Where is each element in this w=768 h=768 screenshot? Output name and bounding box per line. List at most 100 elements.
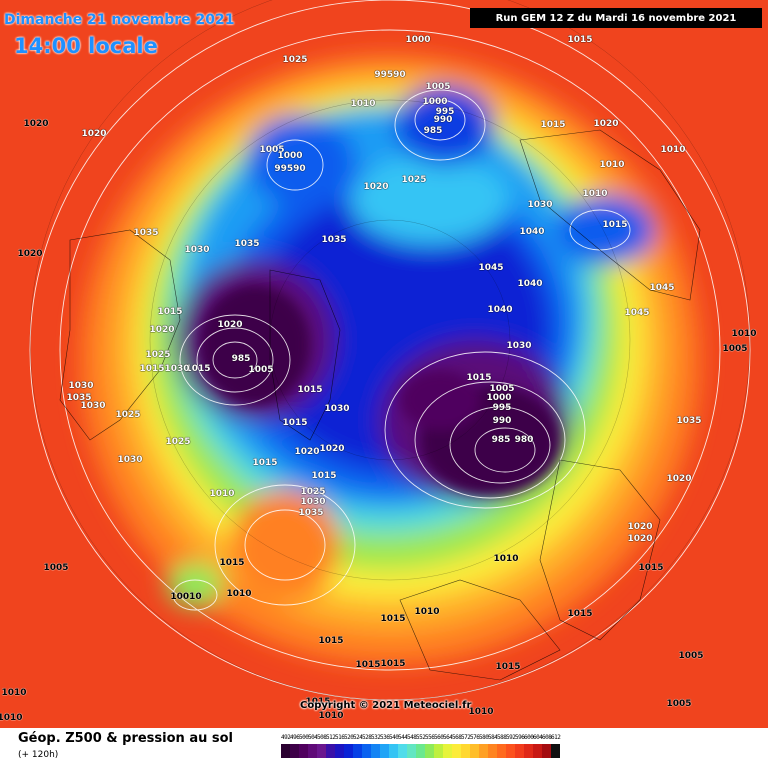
pressure-label: 1020	[593, 119, 619, 129]
kara-low-band	[395, 85, 495, 165]
legend-swatch	[515, 744, 524, 758]
pressure-label: 1010	[599, 160, 625, 170]
pressure-label: 1030	[117, 455, 143, 465]
pressure-label: 1010	[0, 713, 23, 723]
pressure-label: 1015	[602, 220, 628, 230]
pressure-label: 1005	[666, 699, 692, 709]
isobar	[394, 89, 486, 161]
pressure-label: 1025	[115, 410, 141, 420]
legend-title: Géop. Z500 & pression au sol	[18, 731, 233, 746]
pressure-label: 1030	[164, 364, 190, 374]
isobars	[29, 0, 751, 701]
pressure-label: 1035	[234, 239, 260, 249]
isobar	[449, 406, 551, 484]
legend-scale-value: 556	[425, 734, 435, 741]
pressure-label: 1010	[468, 707, 494, 717]
legend-swatch	[389, 744, 398, 758]
pressure-label: 1035	[676, 416, 702, 426]
legend-swatch	[479, 744, 488, 758]
pressure-label: 985	[423, 126, 443, 136]
isobar	[214, 484, 356, 606]
pressure-label: 1015	[305, 697, 331, 707]
legend-swatch	[452, 744, 461, 758]
legend-scale-value: 536	[380, 734, 390, 741]
legend-swatch	[353, 744, 362, 758]
legend-scale-value: 516	[335, 734, 345, 741]
pressure-label: 1015	[252, 458, 278, 468]
pressure-label: 1030	[184, 245, 210, 255]
legend-swatch	[344, 744, 353, 758]
pressure-label: 1010	[226, 589, 252, 599]
forecast-date: Dimanche 21 novembre 2021	[4, 12, 235, 28]
legend-swatch	[488, 744, 497, 758]
pressure-label: 10010	[170, 592, 202, 602]
atlantic-cutoff-low	[167, 563, 223, 607]
legend-scale-value: 508	[317, 734, 327, 741]
legend-scale-value: 548	[407, 734, 417, 741]
isobar	[414, 381, 566, 499]
legend-subtitle: (+ 120h)	[18, 750, 59, 760]
coastline	[59, 229, 181, 441]
legend-swatch	[398, 744, 407, 758]
legend-scale-value: 492	[281, 734, 291, 741]
pressure-label: 1015	[495, 662, 521, 672]
pressure-label: 1010	[414, 607, 440, 617]
pressure-label: 985	[231, 354, 251, 364]
run-info-badge: Run GEM 12 Z du Mardi 16 novembre 2021	[470, 8, 762, 28]
legend-swatch	[551, 744, 560, 758]
legend-swatch	[497, 744, 506, 758]
legend-swatch	[461, 744, 470, 758]
pressure-label: 995	[492, 403, 512, 413]
pressure-label: 985	[491, 435, 511, 445]
pressure-label: 1005	[259, 145, 285, 155]
pressure-label: 1000	[486, 393, 512, 403]
legend-scale-value: 504	[308, 734, 318, 741]
legend-swatch	[371, 744, 380, 758]
pressure-label: 1015	[567, 35, 593, 45]
pressure-label: 1025	[145, 350, 171, 360]
pressure-label: 1030	[506, 341, 532, 351]
isobar	[172, 579, 218, 611]
pressure-label: 1035	[298, 508, 324, 518]
pressure-label: 1020	[81, 129, 107, 139]
pressure-label: 1020	[217, 320, 243, 330]
pressure-label: 1005	[43, 563, 69, 573]
isobar	[29, 0, 751, 701]
coastline	[539, 459, 661, 641]
pressure-label: 1040	[517, 279, 543, 289]
pressure-label: 1025	[401, 175, 427, 185]
pressure-label: 1015	[311, 471, 337, 481]
run-info-text: Run GEM 12 Z du Mardi 16 novembre 2021	[495, 12, 737, 24]
legend-swatch	[524, 744, 533, 758]
pressure-label: 1010	[731, 329, 757, 339]
legend-scale-value: 544	[398, 734, 408, 741]
pressure-label: 1005	[425, 82, 451, 92]
legend-swatch	[335, 744, 344, 758]
pressure-label: 1020	[319, 444, 345, 454]
legend-swatch	[416, 744, 425, 758]
pressure-label: 1045	[478, 263, 504, 273]
pressure-label: 1015	[297, 385, 323, 395]
isobar	[212, 341, 258, 379]
pressure-label: 1010	[1, 688, 27, 698]
pressure-label: 1000	[405, 35, 431, 45]
legend-scale-value: 552	[416, 734, 426, 741]
legend-swatch	[542, 744, 551, 758]
legend-swatch	[299, 744, 308, 758]
pressure-label: 1040	[487, 305, 513, 315]
legend-scale-value: 576	[470, 734, 480, 741]
latitude-circle	[149, 99, 631, 581]
pressure-label: 1015	[540, 120, 566, 130]
pressure-label: 1010	[660, 145, 686, 155]
forecast-local-time: 14:00 locale	[14, 34, 158, 58]
pressure-label: 1025	[300, 487, 326, 497]
pressure-label: 1005	[248, 365, 274, 375]
isobar	[474, 427, 536, 473]
pressure-label: 1030	[324, 404, 350, 414]
legend-swatch	[425, 744, 434, 758]
subtropical-ridge	[230, 490, 340, 600]
pressure-label: 1035	[133, 228, 159, 238]
pressure-label: 1005	[489, 384, 515, 394]
legend-swatch	[308, 744, 317, 758]
pressure-label: 1010	[493, 554, 519, 564]
